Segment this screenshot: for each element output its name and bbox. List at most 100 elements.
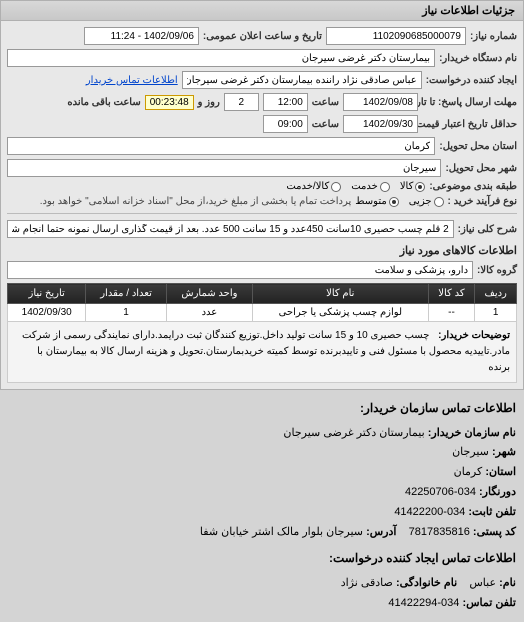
category-label: طبقه بندی موضوعی: (429, 181, 517, 192)
goods-group-label: گروه کالا: (477, 265, 517, 276)
contact-province-value: کرمان (454, 466, 483, 478)
radio-icon (331, 182, 341, 192)
td-unit: عدد (166, 304, 252, 322)
validity-date (343, 115, 418, 133)
contact-line: تلفن تماس: 034-41422294 (8, 594, 516, 614)
deadline-time-label: ساعت (312, 97, 339, 108)
postal-label: کد پستی: (473, 526, 516, 538)
th-qty: تعداد / مقدار (86, 284, 166, 304)
cat-radio-goods[interactable]: کالا (400, 181, 426, 192)
cat-radio-both[interactable]: کالا/خدمت (286, 181, 341, 192)
deadline-send-date (343, 93, 418, 111)
th-unit: واحد شمارش (166, 284, 252, 304)
radio-icon (434, 197, 444, 207)
cat-opt1-label: کالا (400, 181, 414, 192)
address-label: آدرس: (366, 526, 396, 538)
details-panel: جزئیات اطلاعات نیاز شماره نیاز: تاریخ و … (0, 0, 524, 390)
cat-opt3-label: کالا/خدمت (286, 181, 329, 192)
deadline-send-label: مهلت ارسال پاسخ: تا تاریخ: (422, 97, 517, 108)
th-code: کد کالا (428, 284, 475, 304)
contact-link[interactable]: اطلاعات تماس خریدار (86, 75, 178, 86)
lastname-value: صادقی نژاد (341, 577, 393, 589)
process-label: نوع فرآیند خرید : (448, 196, 517, 207)
province-label: استان محل تحویل: (439, 141, 517, 152)
radio-icon (415, 182, 425, 192)
contact-section: اطلاعات تماس سازمان خریدار: نام سازمان خ… (0, 390, 524, 622)
td-row: 1 (475, 304, 517, 322)
summary-label: شرح کلی نیاز: (458, 224, 517, 235)
contact-phone-label: تلفن تماس: (462, 597, 516, 609)
contact-line: استان: کرمان (8, 463, 516, 483)
days-label: روز و (198, 97, 220, 108)
th-date: تاریخ نیاز (8, 284, 86, 304)
table-row[interactable]: 1 -- لوازم چسب پزشکی یا جراحی عدد 1 1402… (8, 304, 517, 322)
contact-line: نام: عباس نام خانوادگی: صادقی نژاد (8, 574, 516, 594)
validity-time-label: ساعت (312, 119, 339, 130)
proc-radio-medium[interactable]: متوسط (355, 196, 398, 207)
contact-line: دورنگار: 034-42250706 (8, 483, 516, 503)
phone-label: تلفن ثابت: (468, 506, 516, 518)
fax-label: دورنگار: (479, 486, 516, 498)
number-value (326, 27, 466, 45)
goods-section-title: اطلاعات کالاهای مورد نیاز (7, 244, 517, 257)
contact-line: شهر: سیرجان (8, 443, 516, 463)
announce-label: تاریخ و ساعت اعلان عمومی: (203, 31, 322, 42)
process-note: پرداخت تمام یا بخشی از مبلغ خرید،از محل … (40, 196, 352, 207)
radio-icon (389, 197, 399, 207)
goods-table: ردیف کد کالا نام کالا واحد شمارش تعداد /… (7, 283, 517, 322)
proc-opt1-label: جزیی (409, 196, 432, 207)
postal-value: 7817835816 (409, 526, 470, 538)
panel-title: جزئیات اطلاعات نیاز (1, 1, 523, 21)
td-date: 1402/09/30 (8, 304, 86, 322)
goods-group-value (7, 261, 473, 279)
phone-value: 034-41422200 (394, 506, 465, 518)
proc-opt2-label: متوسط (355, 196, 386, 207)
radio-icon (380, 182, 390, 192)
device-label: نام دستگاه خریدار: (439, 53, 517, 64)
process-radio-group: جزیی متوسط (355, 196, 443, 207)
days-value (224, 93, 259, 111)
panel-body: شماره نیاز: تاریخ و ساعت اعلان عمومی: نا… (1, 21, 523, 389)
contact-phone-value: 034-41422294 (388, 597, 459, 609)
contact-city-value: سیرجان (452, 446, 489, 458)
contact-line: تلفن ثابت: 034-41422200 (8, 503, 516, 523)
contact-city-label: شهر: (492, 446, 516, 458)
buyer-description: توضیحات خریدار: چسب حصیری 10 و 15 سانت ت… (7, 322, 517, 383)
announce-value (84, 27, 199, 45)
remaining-timer: 00:23:48 (145, 95, 194, 110)
province-value (7, 137, 435, 155)
name-value: عباس (469, 577, 496, 589)
creator-value (182, 71, 422, 89)
cat-opt2-label: خدمت (351, 181, 378, 192)
req-creator-header: اطلاعات تماس ایجاد کننده درخواست: (8, 548, 516, 570)
validity-label: حداقل تاریخ اعتبار قیمت: تا تاریخ: (422, 119, 517, 130)
org-value: بیمارستان دکتر غرضی سیرجان (283, 427, 424, 439)
city-label: شهر محل تحویل: (445, 163, 517, 174)
contact-header: اطلاعات تماس سازمان خریدار: (8, 398, 516, 420)
creator-label: ایجاد کننده درخواست: (426, 75, 517, 86)
city-value (7, 159, 441, 177)
th-row: ردیف (475, 284, 517, 304)
number-label: شماره نیاز: (470, 31, 517, 42)
td-name: لوازم چسب پزشکی یا جراحی (253, 304, 429, 322)
address-value: سیرجان بلوار مالک اشتر خیابان شفا (200, 526, 363, 538)
summary-value (7, 220, 454, 238)
contact-province-label: استان: (485, 466, 516, 478)
remaining-label: ساعت باقی مانده (67, 97, 140, 108)
name-label: نام: (499, 577, 516, 589)
lastname-label: نام خانوادگی: (396, 577, 457, 589)
td-code: -- (428, 304, 475, 322)
deadline-send-time (263, 93, 308, 111)
cat-radio-service[interactable]: خدمت (351, 181, 390, 192)
device-value (7, 49, 435, 67)
category-radio-group: کالا خدمت کالا/خدمت (286, 181, 425, 192)
th-name: نام کالا (253, 284, 429, 304)
proc-radio-minor[interactable]: جزیی (409, 196, 444, 207)
td-qty: 1 (86, 304, 166, 322)
validity-time (263, 115, 308, 133)
contact-line: کد پستی: 7817835816 آدرس: سیرجان بلوار م… (8, 523, 516, 543)
org-label: نام سازمان خریدار: (428, 427, 516, 439)
contact-line: نام سازمان خریدار: بیمارستان دکتر غرضی س… (8, 424, 516, 444)
desc-label: توضیحات خریدار: (432, 330, 510, 341)
fax-value: 034-42250706 (405, 486, 476, 498)
